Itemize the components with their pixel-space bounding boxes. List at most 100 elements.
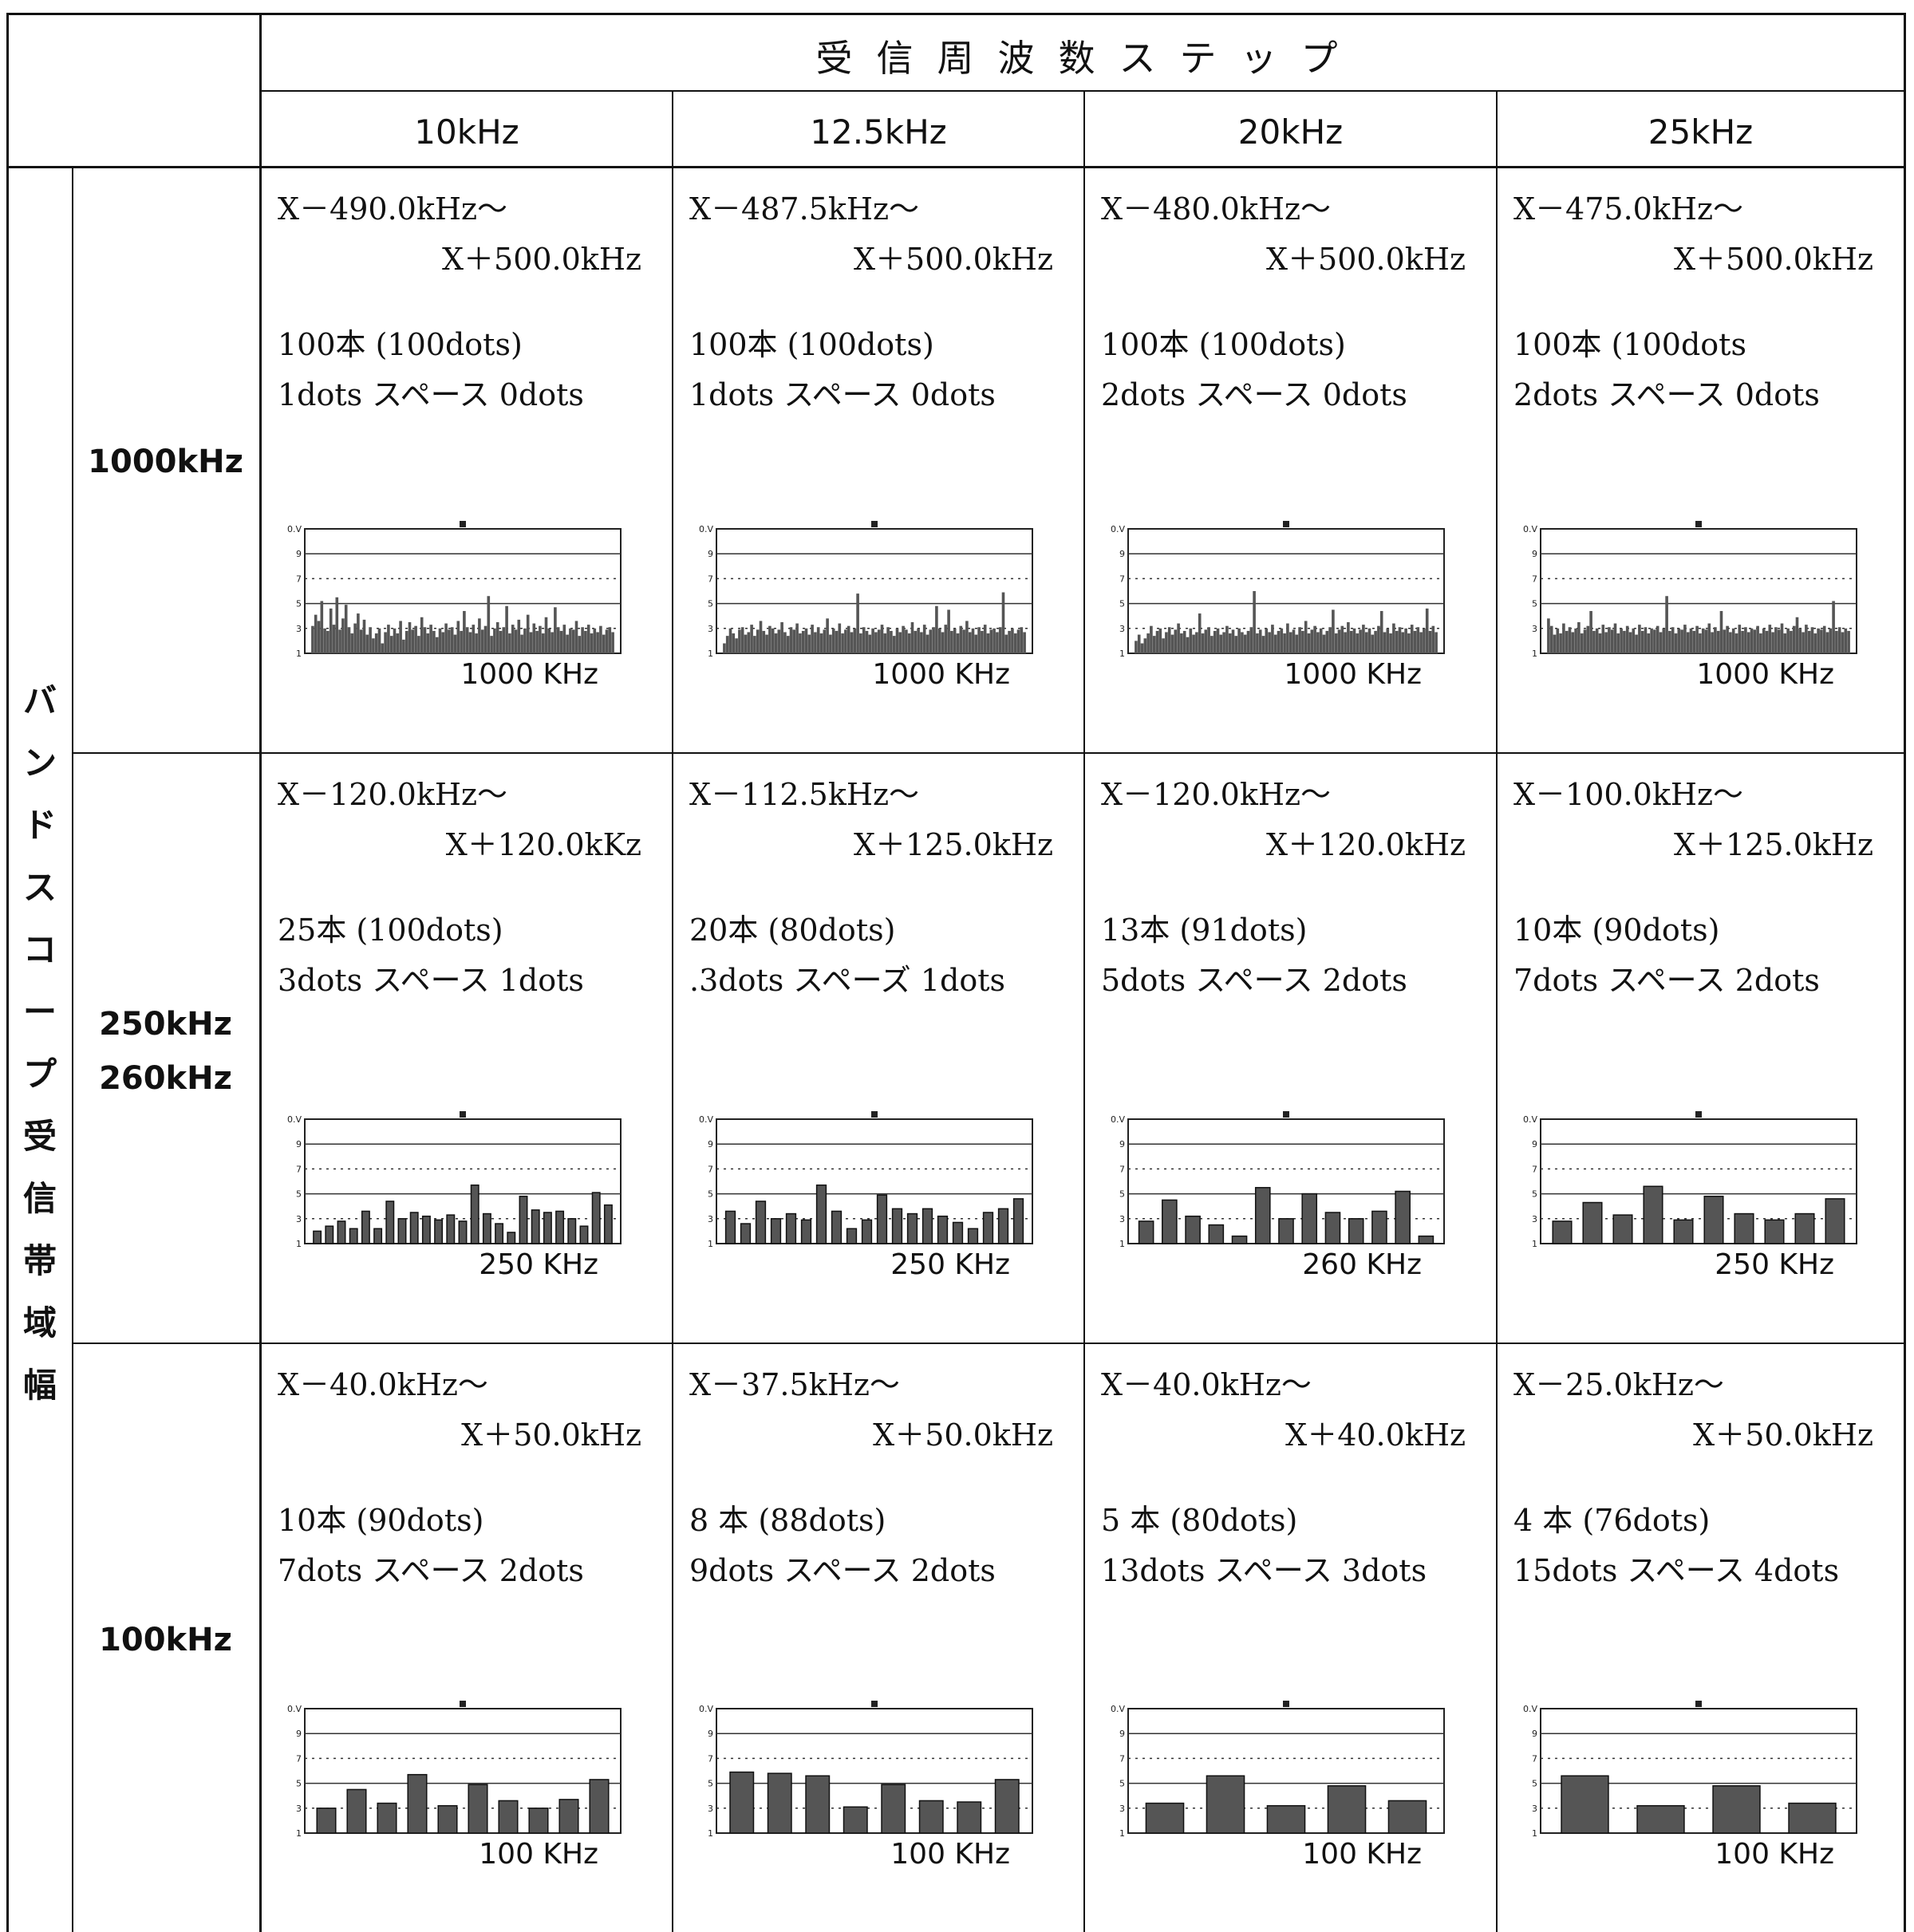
scope-bar — [1204, 629, 1208, 653]
scope-bar — [1750, 628, 1754, 653]
scope-bar — [856, 593, 859, 653]
row-label-line: 260kHz — [99, 1060, 232, 1097]
scope-bar — [389, 636, 393, 653]
scope-bar — [1012, 1198, 1024, 1244]
bar-count: 100本 (100dots) — [278, 327, 523, 362]
scope-bar — [1552, 1220, 1573, 1244]
scope-bar — [929, 629, 933, 653]
scope-bar — [1207, 627, 1210, 653]
dot-spacing: 5dots スペース 2dots — [1101, 963, 1407, 998]
scope-bar — [917, 628, 920, 653]
scope-bar — [1146, 633, 1150, 653]
scope-bar — [1583, 629, 1587, 653]
scope-bar — [1174, 629, 1178, 653]
scope-bar — [1216, 628, 1220, 653]
scope-bar — [335, 597, 339, 653]
scope-bar — [1592, 630, 1596, 653]
scope-bar — [1395, 1190, 1411, 1244]
scope-bar — [859, 633, 862, 653]
scope-axis-label: 7 — [296, 574, 302, 584]
scope-bar — [1253, 591, 1256, 653]
scope-bar — [723, 643, 726, 653]
scope-bar — [435, 637, 439, 653]
scope-axis-label: 9 — [708, 1139, 713, 1149]
scope-bar — [374, 633, 378, 653]
scope-bar — [362, 619, 366, 653]
scope-bar — [898, 632, 902, 653]
scope-bar — [922, 625, 926, 653]
row1-divider — [72, 752, 1906, 754]
scope-center-marker — [1695, 521, 1702, 527]
scope-frequency-label: 100 KHz — [1302, 1838, 1422, 1871]
scope-bar — [1165, 632, 1168, 653]
scope-bar — [1364, 632, 1368, 653]
scope-bar — [1561, 1775, 1609, 1834]
scope-bar — [1162, 638, 1165, 653]
scope-bar — [465, 627, 469, 653]
scope-bar — [523, 628, 527, 653]
scope-bar — [349, 1228, 358, 1244]
range-high: X＋500.0kHz — [1673, 242, 1873, 277]
scope-bar — [1744, 627, 1747, 653]
scope-bar — [1213, 630, 1217, 653]
scope-axis-label: 3 — [708, 624, 713, 634]
scope-bar — [468, 632, 472, 653]
bar-count: 5 本 (80dots) — [1101, 1503, 1298, 1538]
scope-frequency-label: 260 KHz — [1302, 1248, 1422, 1281]
scope-axis-label: 5 — [708, 599, 713, 609]
row-label-line: 250kHz — [99, 1006, 232, 1043]
scope-bar — [1395, 630, 1399, 653]
scope-axis-label: 0.V — [287, 1704, 302, 1714]
scope-axis-label: 0.V — [699, 524, 713, 534]
scope-bar — [599, 625, 602, 653]
scope-axis-label: 3 — [296, 1804, 302, 1814]
scope-bar — [1647, 633, 1651, 653]
scope-bar — [535, 630, 539, 653]
scope-bar — [777, 629, 781, 653]
scope-axis-label: 9 — [708, 1729, 713, 1739]
scope-bar — [1192, 634, 1195, 653]
scope-bar — [944, 625, 948, 653]
scope-bar — [323, 628, 326, 653]
scope-bar — [579, 1225, 589, 1244]
scope-frequency-label: 250 KHz — [479, 1248, 598, 1281]
scope-bar — [551, 632, 554, 653]
scope-frequency-label: 100 KHz — [890, 1838, 1010, 1871]
scope-bar — [346, 1788, 367, 1834]
scope-bar — [1185, 1215, 1201, 1244]
scope-bar — [1135, 641, 1138, 653]
row-label-100khz: 100kHz — [80, 1613, 251, 1667]
scope-bar — [1283, 633, 1286, 653]
scope-bar — [1435, 632, 1438, 653]
scope-bar — [982, 1212, 994, 1244]
scope-bar — [1549, 625, 1553, 653]
scope-bar — [1686, 632, 1690, 653]
bar-count: 25本 (100dots) — [278, 913, 503, 948]
scope-bar — [874, 632, 878, 653]
scope-bar — [841, 633, 844, 653]
scope-bar — [458, 1220, 468, 1244]
scope-bar — [1586, 625, 1590, 653]
scope-bar — [1189, 628, 1193, 653]
scope-bar — [591, 1192, 601, 1244]
scope-axis-label: 9 — [296, 549, 302, 559]
scope-bar — [1362, 625, 1365, 653]
bar-count: 100本 (100dots — [1513, 327, 1746, 362]
range-low: X－100.0kHz～ — [1513, 777, 1744, 812]
scope-bar — [952, 1221, 964, 1244]
scope-center-marker — [460, 1701, 466, 1707]
scope-bar — [384, 632, 387, 653]
scope-svg: 0.V 9 7 5 3 1 — [1111, 1111, 1445, 1247]
scope-bar — [805, 1775, 831, 1834]
scope-center-marker — [460, 1111, 466, 1118]
range-low: X－487.5kHz～ — [689, 191, 920, 227]
bar-count: 20本 (80dots) — [689, 913, 896, 948]
scope-bar — [567, 1218, 577, 1244]
scope-axis-label: 7 — [1532, 1164, 1537, 1174]
band-scope-display: 0.V 9 7 5 3 1 250 KHz — [689, 1103, 1040, 1281]
vertical-char: コ — [22, 930, 57, 969]
range-high: X＋500.0kHz — [1265, 242, 1466, 277]
scope-bar — [957, 1801, 982, 1834]
row-label-line: 1000kHz — [88, 444, 243, 480]
scope-bar — [811, 625, 814, 653]
